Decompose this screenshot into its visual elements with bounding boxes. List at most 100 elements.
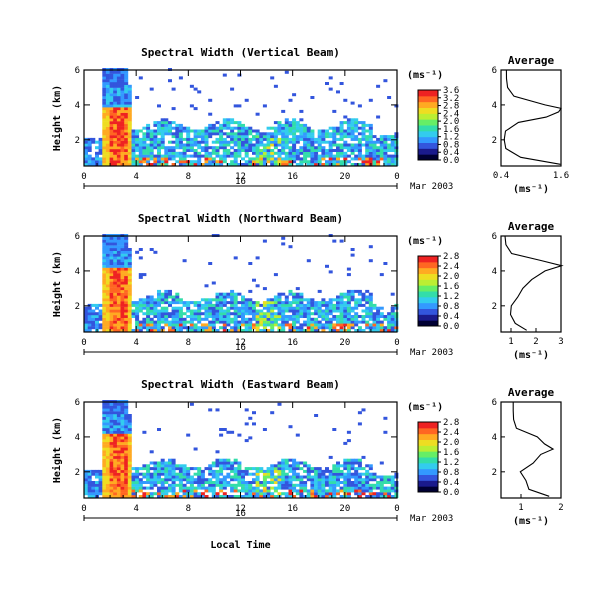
- heatmap-cell: [325, 132, 329, 136]
- heatmap-cell: [116, 425, 121, 429]
- heatmap-cell: [102, 475, 107, 479]
- heatmap-cell: [157, 315, 161, 318]
- heatmap-cell: [124, 472, 129, 476]
- heatmap-cell: [204, 486, 209, 490]
- heatmap-cell: [328, 475, 333, 479]
- heatmap-cell: [368, 126, 373, 130]
- heatmap-cell: [292, 312, 297, 316]
- heatmap-cell: [270, 486, 275, 490]
- heatmap-cell: [168, 129, 172, 133]
- heatmap-cell: [127, 419, 132, 423]
- heatmap-cell: [310, 154, 315, 158]
- heatmap-cell: [109, 129, 114, 133]
- heatmap-cell: [127, 428, 132, 431]
- heatmap-cell: [171, 309, 176, 313]
- heatmap-cell: [262, 478, 267, 482]
- heatmap-cell: [284, 129, 289, 133]
- heatmap-cell: [379, 486, 384, 490]
- heatmap-cell: [142, 475, 147, 479]
- heatmap-cell: [157, 467, 161, 471]
- heatmap-cell: [102, 329, 107, 332]
- heatmap-cell: [186, 309, 191, 313]
- heatmap-cell: [102, 298, 107, 302]
- heatmap-cell: [84, 329, 88, 332]
- heatmap-cell: [142, 140, 147, 144]
- heatmap-cell: [175, 483, 180, 487]
- heatmap-cell: [127, 132, 132, 136]
- heatmap-cell: [241, 137, 245, 141]
- heatmap-cell: [325, 140, 329, 144]
- heatmap-cell: [102, 430, 107, 434]
- heatmap-cell: [303, 151, 308, 155]
- colorbar-tick-label: 2.0: [443, 438, 459, 448]
- heatmap-cell: [266, 306, 271, 310]
- heatmap-cell: [222, 483, 227, 487]
- heatmap-cell: [379, 320, 384, 324]
- heatmap-cell: [361, 137, 366, 141]
- heatmap-cell: [105, 149, 110, 152]
- heatmap-cell: [339, 132, 344, 136]
- heatmap-cell: [233, 467, 238, 471]
- heatmap-cell: [175, 295, 180, 299]
- heatmap-cell: [120, 135, 125, 139]
- heatmap-cell: [127, 453, 132, 457]
- heatmap-cell: [102, 492, 107, 496]
- heatmap-cell: [105, 439, 110, 443]
- heatmap-cell: [215, 121, 220, 125]
- heatmap-cell: [116, 146, 121, 150]
- heatmap-cell: [105, 112, 110, 116]
- heatmap-cell: [317, 289, 322, 293]
- heatmap-cell: [160, 469, 165, 473]
- heatmap-cell: [328, 298, 333, 302]
- heatmap-cell: [292, 306, 297, 310]
- heatmap-cell: [252, 278, 256, 282]
- heatmap-cell: [200, 317, 205, 321]
- heatmap-cell: [116, 129, 121, 133]
- heatmap-cell: [241, 143, 245, 147]
- heatmap-cell: [149, 320, 154, 324]
- heatmap-cell: [336, 151, 340, 155]
- heatmap-cell: [299, 132, 304, 136]
- heatmap-cell: [186, 137, 191, 141]
- heatmap-cell: [157, 326, 161, 330]
- heatmap-cell: [350, 126, 355, 130]
- heatmap-cell: [273, 160, 278, 164]
- heatmap-cell: [368, 301, 373, 305]
- heatmap-cell: [116, 450, 121, 454]
- heatmap-cell: [281, 320, 286, 324]
- heatmap-cell: [135, 135, 140, 139]
- heatmap-cell: [266, 146, 271, 150]
- heatmap-cell: [182, 326, 187, 330]
- colorbar-swatch: [418, 101, 438, 108]
- heatmap-cell: [255, 309, 260, 313]
- heatmap-cell: [116, 402, 121, 406]
- heatmap-cell: [109, 112, 114, 116]
- colorbar-swatch: [418, 486, 438, 493]
- heatmap-cell: [109, 450, 114, 454]
- heatmap-cell: [270, 306, 275, 310]
- heatmap-cell: [153, 121, 158, 125]
- heatmap-cell: [116, 475, 121, 479]
- heatmap-cell: [113, 109, 118, 113]
- heatmap-cell: [116, 73, 121, 77]
- heatmap-cell: [164, 118, 169, 122]
- heatmap-cell: [299, 461, 304, 465]
- heatmap-cell: [178, 301, 183, 305]
- heatmap-cell: [295, 309, 300, 313]
- heatmap-cell: [120, 160, 125, 164]
- heatmap-cell: [226, 495, 231, 498]
- heatmap-cell: [277, 469, 282, 473]
- heatmap-cell: [113, 458, 118, 462]
- heatmap-cell: [241, 469, 245, 473]
- heatmap-cell: [146, 486, 151, 490]
- heatmap-cell: [284, 154, 289, 158]
- heatmap-cell: [102, 464, 107, 468]
- heatmap-cell: [310, 146, 315, 150]
- heatmap-cell: [219, 467, 224, 471]
- heatmap-cell: [109, 320, 114, 324]
- heatmap-cell: [350, 320, 355, 324]
- heatmap-cell: [98, 143, 103, 147]
- heatmap-cell: [303, 489, 308, 493]
- heatmap-cell: [91, 309, 96, 313]
